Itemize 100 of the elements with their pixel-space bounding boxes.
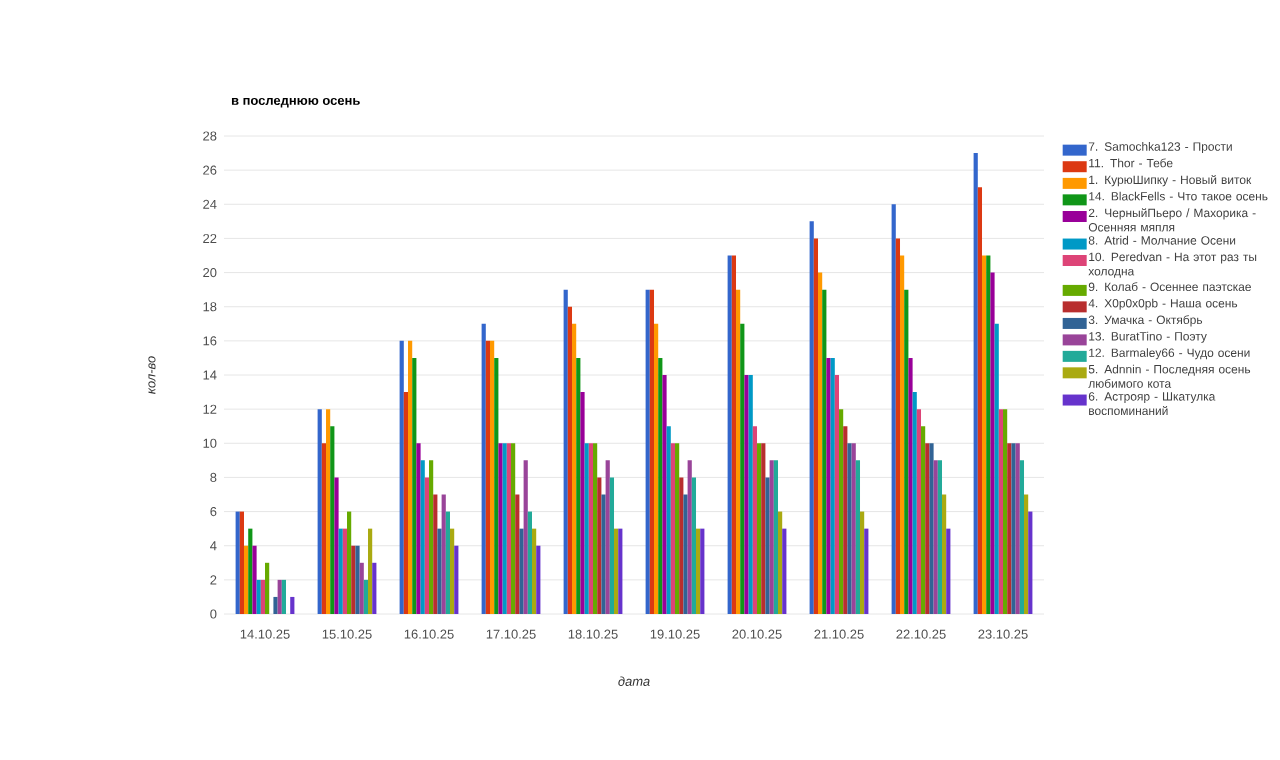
- bar: [248, 528, 253, 614]
- bar: [843, 426, 848, 614]
- bar: [895, 238, 901, 614]
- bar: [563, 289, 568, 614]
- bar: [990, 272, 995, 614]
- bar: [1024, 494, 1029, 614]
- bar: [998, 409, 1004, 614]
- bar: [605, 460, 610, 614]
- bar: [342, 528, 348, 614]
- bar: [973, 153, 978, 614]
- bar: [408, 340, 413, 614]
- bar: [813, 238, 819, 614]
- bar: [752, 426, 758, 614]
- bar: [334, 477, 339, 614]
- bar: [420, 460, 425, 614]
- bar: [403, 392, 409, 614]
- bar: [818, 272, 823, 614]
- bar: [691, 477, 697, 614]
- bar: [946, 528, 951, 614]
- bar: [912, 392, 917, 614]
- bar: [937, 460, 943, 614]
- bar: [347, 511, 352, 614]
- bar: [593, 443, 598, 614]
- bar: [429, 460, 434, 614]
- bar: [494, 357, 499, 614]
- bar: [372, 562, 377, 614]
- bar: [601, 494, 606, 614]
- bar: [736, 289, 741, 614]
- bar: [490, 340, 495, 614]
- bar: [290, 596, 295, 614]
- bar: [433, 494, 438, 614]
- bar: [454, 545, 459, 614]
- bar: [567, 306, 573, 614]
- bar: [864, 528, 869, 614]
- bar: [597, 477, 602, 614]
- bar: [523, 460, 528, 614]
- bar: [326, 409, 331, 614]
- bar: [916, 409, 922, 614]
- bar: [921, 426, 926, 614]
- bar: [239, 511, 245, 614]
- bar: [321, 443, 327, 614]
- bar: [412, 357, 417, 614]
- bar: [572, 323, 577, 614]
- bar: [1019, 460, 1025, 614]
- bar: [900, 255, 905, 614]
- bar: [519, 528, 524, 614]
- bar: [891, 204, 896, 614]
- bar: [515, 494, 520, 614]
- bar: [481, 323, 486, 614]
- bar: [450, 528, 455, 614]
- bar: [359, 562, 364, 614]
- bar: [244, 545, 249, 614]
- bar: [1028, 511, 1033, 614]
- bar: [782, 528, 787, 614]
- bar: [260, 579, 266, 614]
- bar: [506, 443, 512, 614]
- bar: [765, 477, 770, 614]
- bar: [670, 443, 676, 614]
- bar: [424, 477, 430, 614]
- bar: [330, 426, 335, 614]
- bar: [855, 460, 861, 614]
- bar: [731, 255, 737, 614]
- bar: [1003, 409, 1008, 614]
- bar: [675, 443, 680, 614]
- bar: [281, 579, 287, 614]
- bar: [977, 187, 983, 614]
- bar: [908, 357, 913, 614]
- bar: [904, 289, 909, 614]
- bar: [809, 221, 814, 614]
- bar: [368, 528, 373, 614]
- bar: [834, 375, 840, 614]
- bar: [666, 426, 671, 614]
- bar: [273, 596, 278, 614]
- bar: [588, 443, 594, 614]
- bar: [363, 579, 369, 614]
- bar: [527, 511, 533, 614]
- bar: [942, 494, 947, 614]
- bar: [511, 443, 516, 614]
- bar: [609, 477, 615, 614]
- bar: [265, 562, 270, 614]
- bar: [576, 357, 581, 614]
- bar: [399, 340, 404, 614]
- bar: [649, 289, 655, 614]
- bar: [778, 511, 783, 614]
- bar: [532, 528, 537, 614]
- bar: [994, 323, 999, 614]
- bar: [687, 460, 692, 614]
- bar: [317, 409, 322, 614]
- bar: [485, 340, 491, 614]
- bar: [580, 392, 585, 614]
- bar: [445, 511, 451, 614]
- bar: [679, 477, 684, 614]
- bar: [860, 511, 865, 614]
- bar: [416, 443, 421, 614]
- bar: [773, 460, 779, 614]
- bar: [683, 494, 688, 614]
- bar: [437, 528, 442, 614]
- bar: [536, 545, 541, 614]
- bar: [839, 409, 844, 614]
- bar: [441, 494, 446, 614]
